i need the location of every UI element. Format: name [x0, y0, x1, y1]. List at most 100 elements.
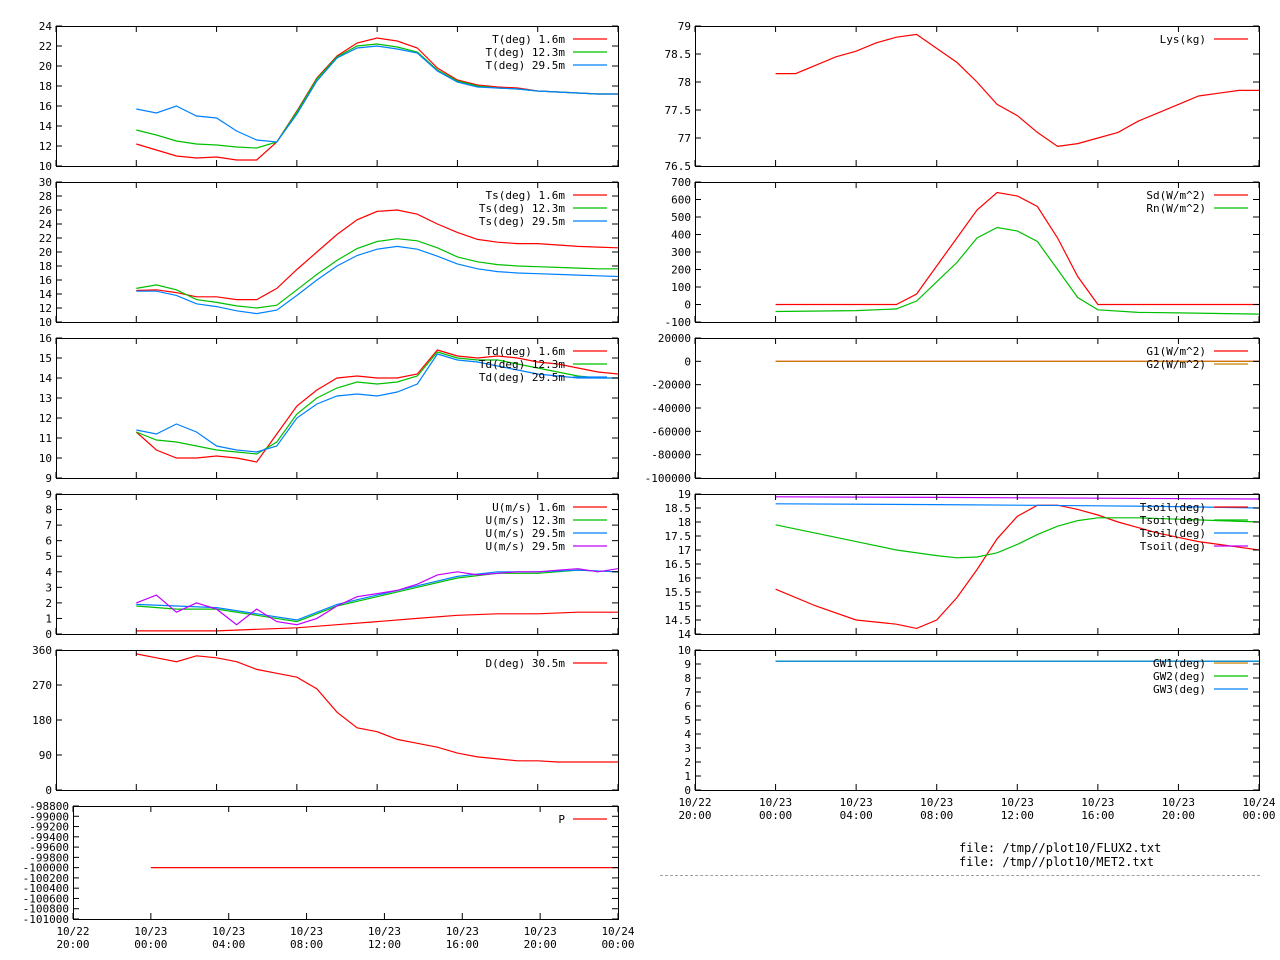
y-tick-label: -80000 — [651, 449, 691, 462]
x-tick-label-date: 10/22 — [56, 925, 89, 938]
x-tick-label-time: 16:00 — [1081, 809, 1114, 822]
y-tick-label: 20 — [39, 60, 52, 73]
y-tick-label: -99200 — [29, 821, 69, 834]
x-tick-label-date: 10/23 — [212, 925, 245, 938]
y-tick-label: 28 — [39, 190, 52, 203]
y-tick-label: 600 — [671, 194, 691, 207]
y-tick-label: -100000 — [645, 472, 691, 485]
x-tick-label-date: 10/24 — [1242, 796, 1275, 809]
chart-soil-heat-flux: -100000 -80000 -60000 -40000 -20000 0 20000 G1(… — [645, 332, 1260, 485]
series-line-radiation-1 — [775, 226, 1260, 315]
y-tick-label: 11 — [39, 432, 52, 445]
y-tick-label: 0 — [684, 355, 691, 368]
x-tick-label-time: 00:00 — [134, 938, 167, 951]
series-line-wind-speed-3 — [136, 568, 619, 626]
y-tick-label: 4 — [45, 566, 52, 579]
series-line-soil-temperature-1 — [775, 517, 1260, 559]
legend-label: Td(deg) 29.5m — [479, 371, 565, 384]
y-tick-label: 1 — [45, 612, 52, 625]
y-tick-label: 16 — [39, 274, 52, 287]
y-tick-label: 270 — [32, 679, 52, 692]
y-tick-label: -99800 — [29, 851, 69, 864]
y-tick-label: 14 — [39, 120, 53, 133]
x-tick-label-date: 10/23 — [1081, 796, 1114, 809]
y-tick-label: 14 — [678, 628, 692, 641]
y-tick-label: 5 — [684, 714, 691, 727]
legend-label: P — [558, 813, 565, 826]
y-tick-label: 2 — [45, 597, 52, 610]
y-tick-label: 12 — [39, 412, 52, 425]
legend-label: Td(deg) 12.3m — [479, 358, 565, 371]
x-tick-label-time: 20:00 — [524, 938, 557, 951]
legend-label: G1(W/m^2) — [1146, 345, 1206, 358]
chart-lysimeter: 76.5 77 77.5 78 78.5 79 Lys(kg) — [665, 20, 1260, 173]
y-tick-label: -60000 — [651, 425, 691, 438]
series-line-surface-temperature-2 — [136, 245, 619, 315]
y-tick-label: 6 — [684, 700, 691, 713]
x-tick-label-time: 04:00 — [212, 938, 245, 951]
chart-radiation: -100 0 100 200 300 400 500 600 700 Sd(W/m^2)Rn(W/… — [665, 176, 1260, 329]
legend-label: Td(deg) 1.6m — [486, 345, 566, 358]
y-tick-label: 3 — [684, 742, 691, 755]
legend-label: Tsoil(deg) — [1140, 540, 1206, 553]
y-tick-label: 30 — [39, 176, 52, 189]
legend-label: Tsoil(deg) — [1140, 514, 1206, 527]
plot-frame — [56, 494, 619, 635]
x-tick-label-time: 12:00 — [368, 938, 401, 951]
y-tick-label: 360 — [32, 644, 52, 657]
legend-label: D(deg) 30.5m — [486, 657, 566, 670]
legend-label: T(deg) 1.6m — [492, 33, 565, 46]
chart-wind-direction: 0 90 180 270 360 D(deg) 30.5m — [32, 644, 619, 797]
chart-pressure: -101000-100800-100600-100400-100200-1000… — [23, 800, 635, 951]
legend-label: G2(W/m^2) — [1146, 358, 1206, 371]
x-tick-label-date: 10/23 — [1162, 796, 1195, 809]
y-tick-label: 0 — [45, 628, 52, 641]
y-tick-label: -101000 — [23, 913, 69, 926]
legend-label: Ts(deg) 12.3m — [479, 202, 565, 215]
y-tick-label: -100000 — [23, 862, 69, 875]
series-line-wind-speed-2 — [136, 569, 619, 621]
y-tick-label: 22 — [39, 232, 52, 245]
legend-label: U(m/s) 29.5m — [486, 527, 566, 540]
y-tick-label: 4 — [684, 728, 691, 741]
y-tick-label: 9 — [684, 658, 691, 671]
x-tick-label-time: 08:00 — [290, 938, 323, 951]
y-tick-label: 20000 — [658, 332, 691, 345]
y-tick-label: 3 — [45, 581, 52, 594]
x-tick-label-time: 04:00 — [840, 809, 873, 822]
y-tick-label: 8 — [684, 672, 691, 685]
x-tick-label-date: 10/23 — [920, 796, 953, 809]
y-tick-label: 16 — [39, 332, 52, 345]
series-line-wind-direction-0 — [136, 653, 618, 763]
y-tick-label: 8 — [45, 504, 52, 517]
y-tick-label: 1 — [684, 770, 691, 783]
y-tick-label: 10 — [39, 160, 52, 173]
x-tick-label-time: 00:00 — [759, 809, 792, 822]
y-tick-label: 13 — [39, 392, 52, 405]
y-tick-label: 180 — [32, 714, 52, 727]
y-tick-label: -100200 — [23, 872, 69, 885]
legend-label: Ts(deg) 1.6m — [486, 189, 566, 202]
y-tick-label: 15.5 — [665, 586, 692, 599]
y-tick-label: 18 — [678, 516, 691, 529]
plot-frame — [695, 26, 1260, 167]
x-tick-label-time: 20:00 — [1162, 809, 1195, 822]
y-tick-label: 10 — [39, 452, 52, 465]
y-tick-label: 9 — [45, 472, 52, 485]
y-tick-label: 2 — [684, 756, 691, 769]
x-tick-label-date: 10/24 — [601, 925, 634, 938]
y-tick-label: 0 — [684, 299, 691, 312]
series-line-surface-temperature-0 — [136, 209, 619, 301]
y-tick-label: 400 — [671, 229, 691, 242]
y-tick-label: 24 — [39, 218, 53, 231]
y-tick-label: 700 — [671, 176, 691, 189]
y-tick-label: 100 — [671, 281, 691, 294]
y-tick-label: -100400 — [23, 882, 69, 895]
y-tick-label: 90 — [39, 749, 52, 762]
y-tick-label: 6 — [45, 535, 52, 548]
y-tick-label: -100800 — [23, 903, 69, 916]
file-list: file: /tmp//plot10/FLUX2.txt file: /tmp/… — [959, 841, 1161, 869]
x-tick-label-date: 10/22 — [678, 796, 711, 809]
